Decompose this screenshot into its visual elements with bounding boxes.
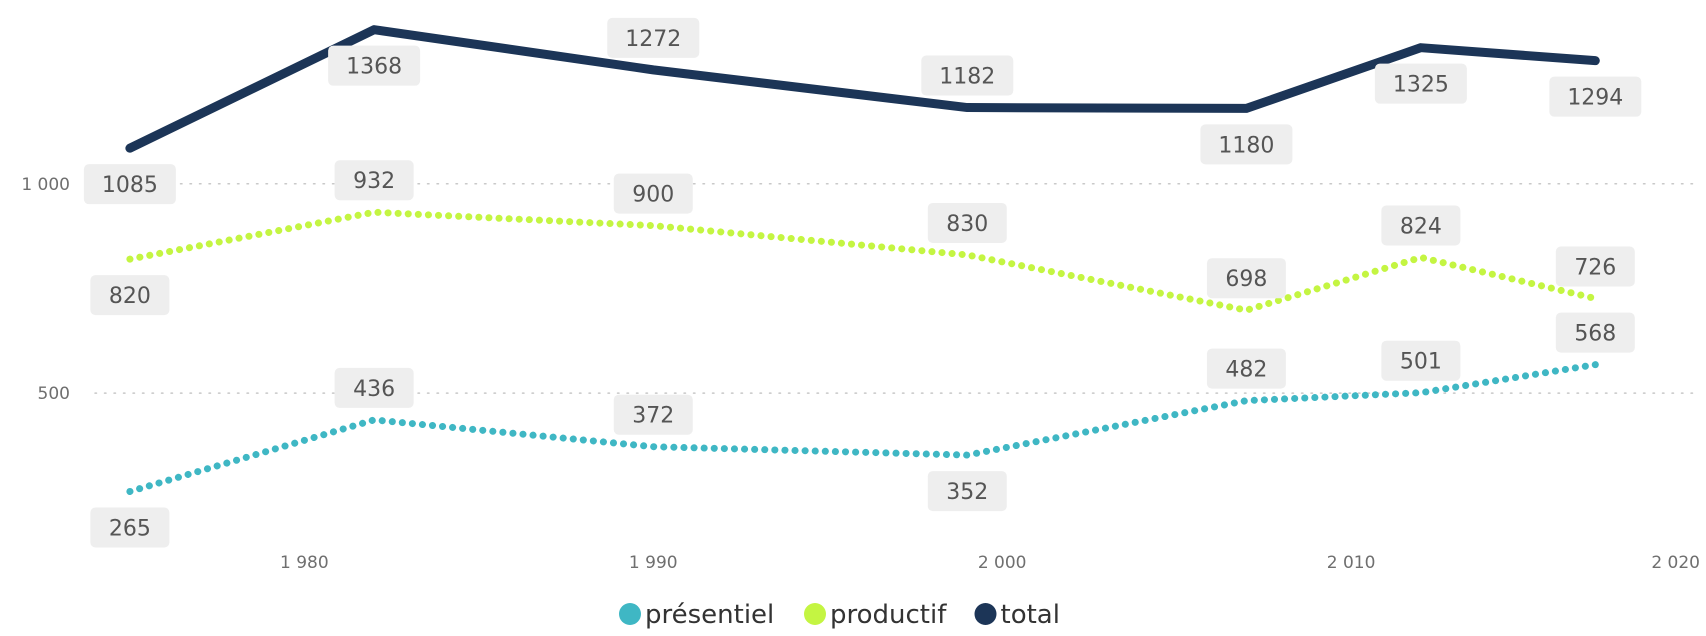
data-label-box (607, 17, 700, 58)
data-label: 372 (613, 394, 693, 435)
data-label: 1180 (1200, 124, 1293, 165)
data-label-box (921, 55, 1014, 96)
data-label-box (1555, 312, 1635, 353)
data-label: 568 (1555, 312, 1635, 353)
data-label: 820 (90, 275, 170, 316)
data-label: 824 (1381, 205, 1461, 246)
data-label-box (90, 507, 170, 548)
data-label-text: 482 (1225, 358, 1267, 383)
data-label-text: 1368 (346, 55, 402, 80)
data-label: 900 (613, 173, 693, 214)
data-label: 1182 (921, 55, 1014, 96)
data-label-text: 726 (1574, 255, 1616, 280)
data-label-text: 830 (946, 212, 988, 237)
x-tick-label: 2 000 (978, 553, 1027, 573)
data-label-box (1381, 340, 1461, 381)
data-label-box (334, 367, 414, 408)
data-label-box (927, 202, 1007, 243)
data-label-box (1374, 63, 1467, 104)
data-label: 1272 (607, 17, 700, 58)
data-label: 501 (1381, 340, 1461, 381)
data-label-text: 698 (1225, 267, 1267, 292)
legend-marker (619, 603, 641, 625)
data-label-text: 372 (632, 404, 674, 429)
data-label: 352 (927, 471, 1007, 512)
data-label-text: 1272 (625, 27, 681, 52)
data-label-text: 1180 (1218, 133, 1274, 158)
data-label-box (90, 275, 170, 316)
axes: 500 1 000 1 980 1 990 2 000 2 010 2 020 (21, 175, 1700, 573)
legend-marker (804, 603, 826, 625)
data-label-text: 352 (946, 480, 988, 505)
data-label-box (334, 160, 414, 201)
data-label-text: 1182 (939, 65, 995, 90)
series-line-total (125, 25, 1600, 153)
data-label-text: 900 (632, 183, 674, 208)
data-label-text: 820 (109, 284, 151, 309)
data-label-text: 1294 (1567, 86, 1623, 111)
x-tick-label: 1 980 (280, 553, 329, 573)
series-lines (125, 25, 1600, 496)
data-label-box (613, 394, 693, 435)
data-label-text: 824 (1400, 214, 1442, 239)
data-label-text: 1325 (1393, 73, 1449, 98)
data-label-box (83, 164, 176, 205)
data-label: 830 (927, 202, 1007, 243)
data-label-box (927, 471, 1007, 512)
legend-item-total[interactable]: total (974, 600, 1060, 630)
data-labels: 265 436 372 352 482 501 568 820 932 900 830 698 824 7… (83, 17, 1642, 548)
y-tick-label: 500 (38, 384, 70, 404)
data-label-text: 1085 (102, 173, 158, 198)
y-tick-label: 1 000 (21, 175, 70, 195)
data-label-text: 932 (353, 169, 395, 194)
data-label-box (1206, 258, 1286, 299)
data-label: 698 (1206, 258, 1286, 299)
data-label-text: 265 (109, 517, 151, 542)
data-label-text: 568 (1574, 322, 1616, 347)
data-label-box (1206, 348, 1286, 389)
data-label-box (328, 45, 421, 86)
data-label: 436 (334, 367, 414, 408)
data-label-box (1381, 205, 1461, 246)
data-label: 726 (1555, 246, 1635, 287)
series-line-productif (126, 208, 1599, 314)
legend-item-productif[interactable]: productif (804, 600, 947, 630)
legend-label: productif (830, 600, 947, 630)
legend[interactable]: présentiel productif total (619, 600, 1060, 630)
data-label-text: 501 (1400, 350, 1442, 375)
data-label-box (1200, 124, 1293, 165)
x-tick-label: 2 010 (1327, 553, 1376, 573)
x-tick-label: 1 990 (629, 553, 678, 573)
data-label: 1368 (328, 45, 421, 86)
data-label: 932 (334, 160, 414, 201)
x-tick-label: 2 020 (1651, 553, 1700, 573)
legend-label: total (1001, 600, 1060, 630)
data-label: 265 (90, 507, 170, 548)
data-label-text: 436 (353, 377, 395, 402)
data-label-box (1549, 76, 1642, 117)
data-label-box (613, 173, 693, 214)
data-label: 1325 (1374, 63, 1467, 104)
data-label: 1085 (83, 164, 176, 205)
data-label: 482 (1206, 348, 1286, 389)
data-label: 1294 (1549, 76, 1642, 117)
data-label-box (1555, 246, 1635, 287)
legend-item-présentiel[interactable]: présentiel (619, 600, 774, 630)
legend-marker (974, 603, 997, 625)
series-line-présentiel (126, 361, 1599, 496)
legend-label: présentiel (645, 600, 774, 630)
